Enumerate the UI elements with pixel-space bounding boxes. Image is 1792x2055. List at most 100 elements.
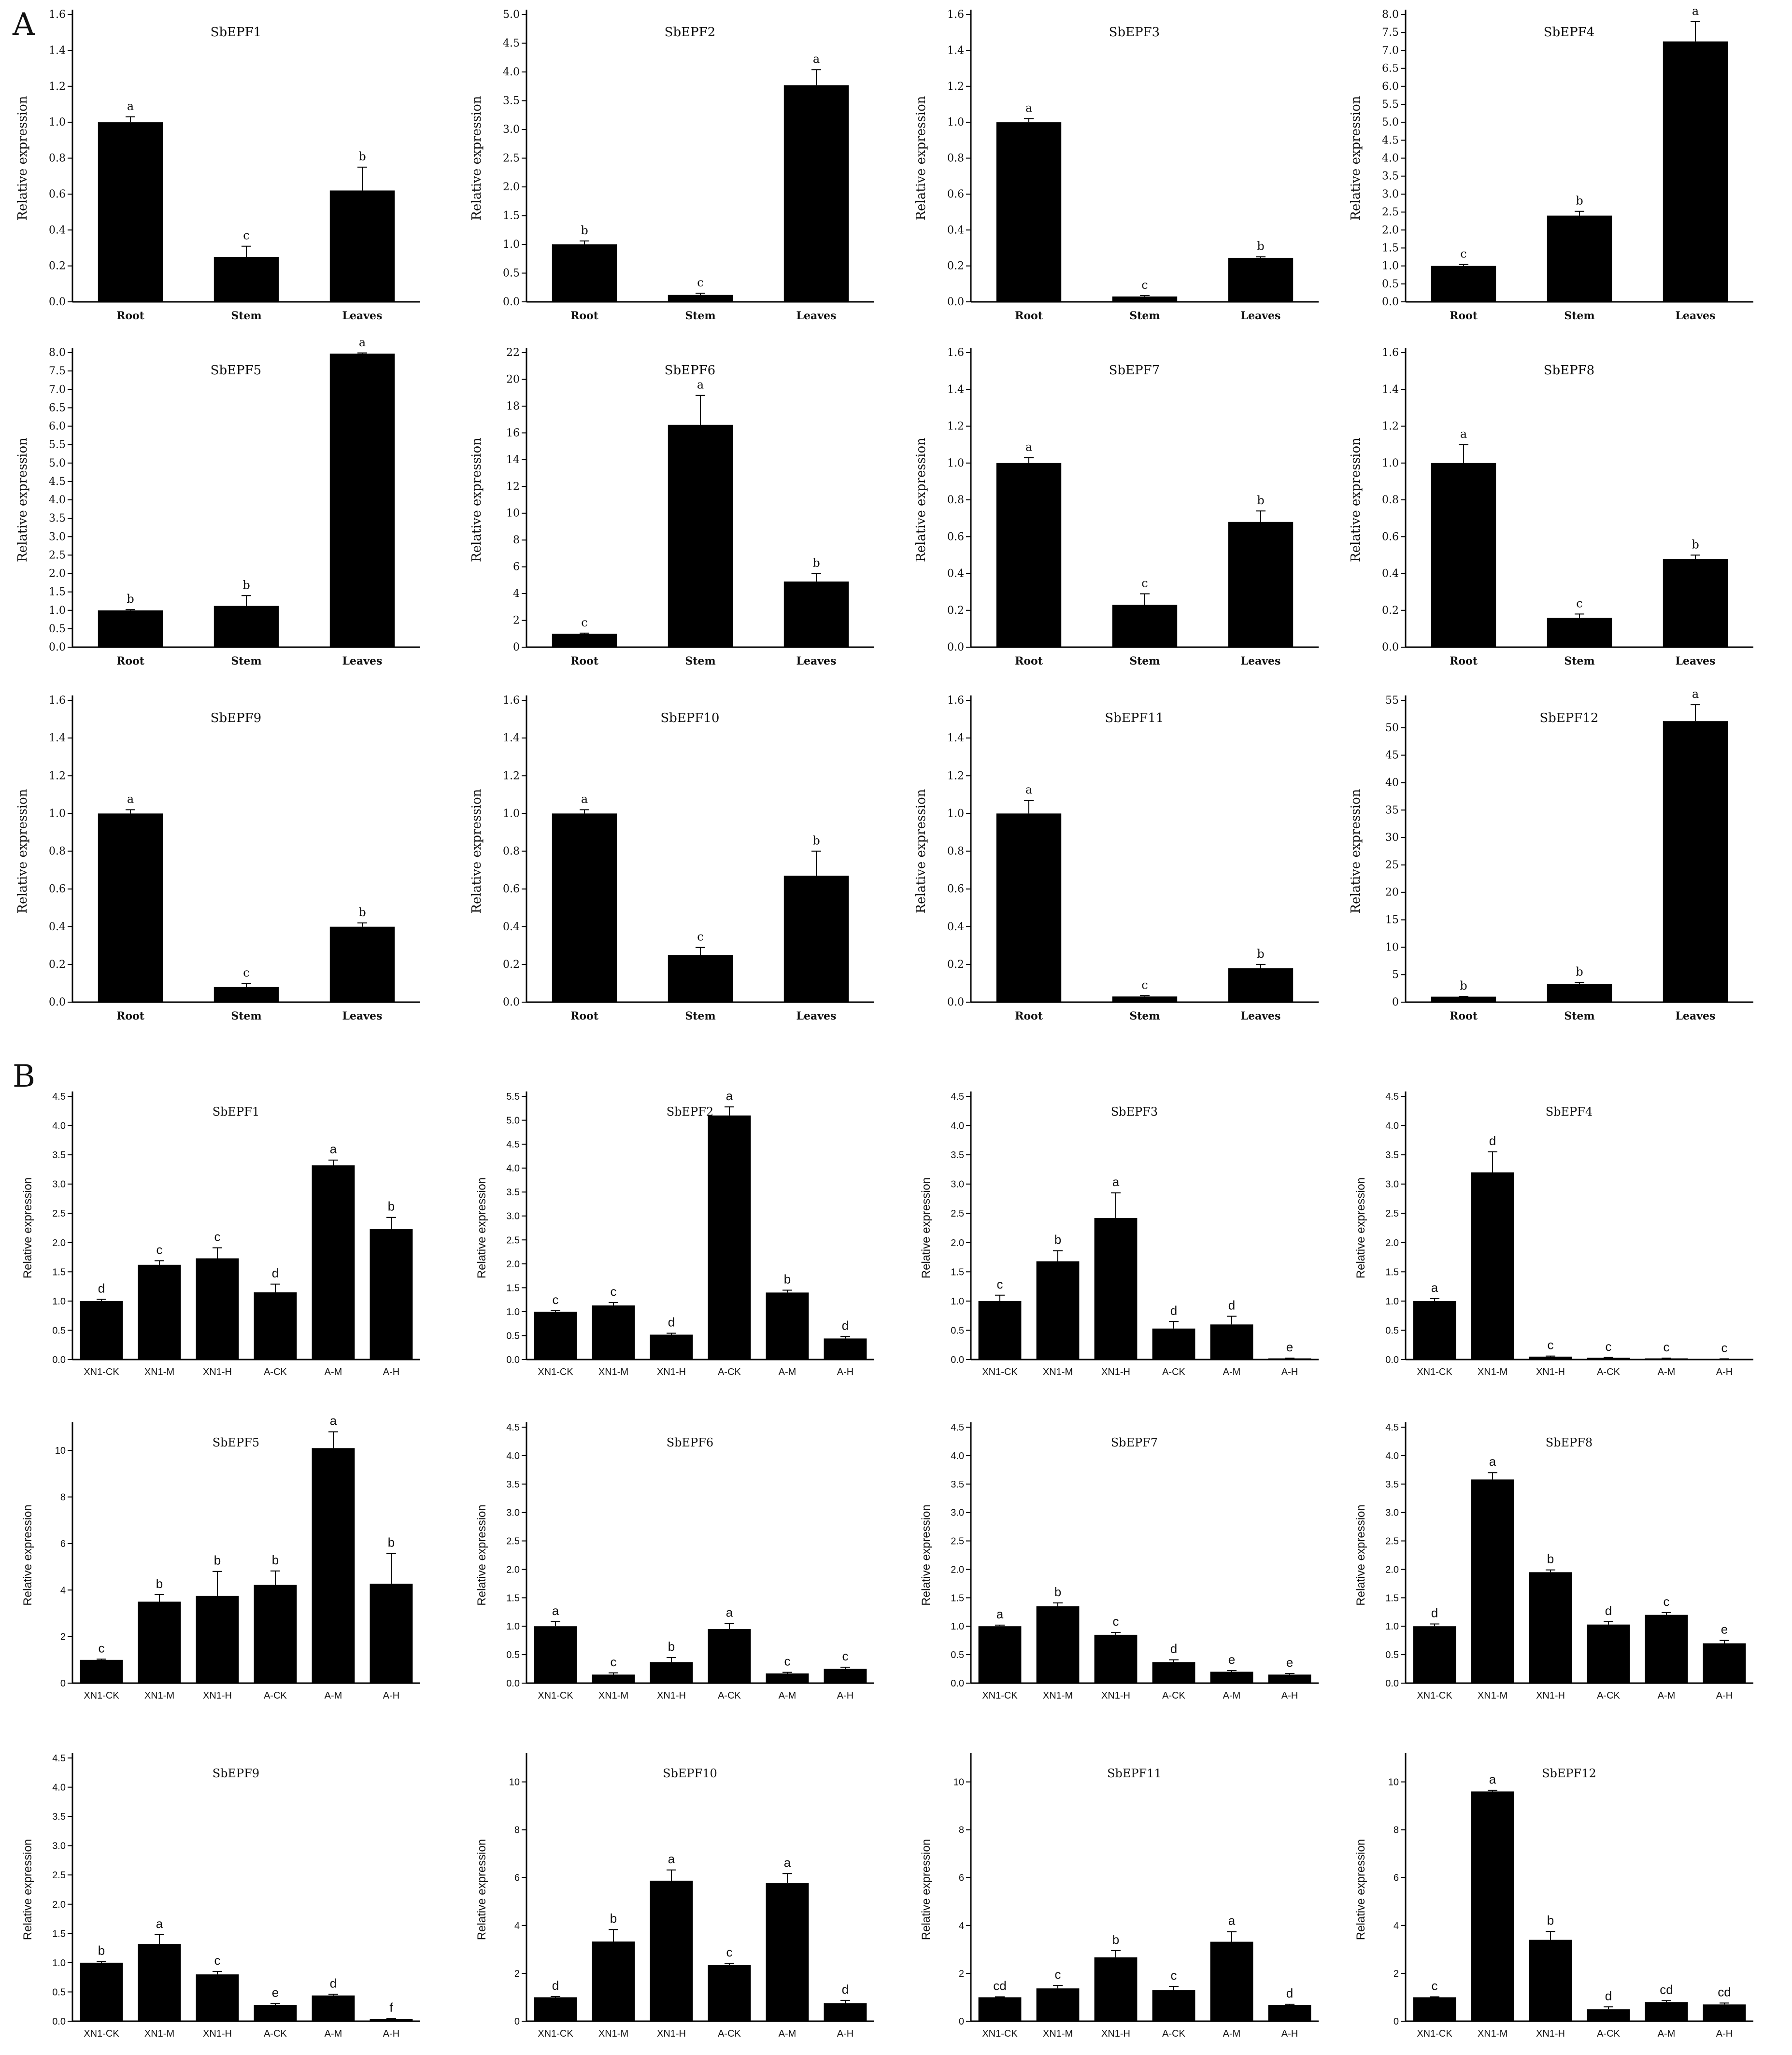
y-tick-label: 8 <box>514 1825 520 1836</box>
x-tick-label: A-CK <box>1597 1690 1620 1701</box>
y-tick-label: 1.0 <box>49 605 66 617</box>
significance-label: b <box>1576 965 1583 978</box>
bar <box>1529 1356 1572 1360</box>
chart-title: SbEPF4 <box>1544 25 1595 40</box>
significance-label: c <box>784 1654 791 1669</box>
significance-label: b <box>1460 979 1467 992</box>
bar <box>80 1301 123 1360</box>
significance-label: b <box>242 578 250 592</box>
bar <box>592 1305 635 1360</box>
y-tick-label: 6 <box>959 1873 964 1884</box>
significance-label: c <box>553 1292 559 1307</box>
y-tick-label: 4.0 <box>951 1121 964 1132</box>
bar <box>370 2019 413 2021</box>
x-tick-label: A-M <box>779 1690 796 1701</box>
y-tick-label: 0.5 <box>1385 1325 1399 1336</box>
y-tick-label: 1.0 <box>947 457 964 469</box>
y-tick-label: 0.0 <box>506 1355 520 1365</box>
y-tick-label: 1.6 <box>503 694 520 707</box>
significance-label: c <box>726 1945 733 1959</box>
x-tick-label: A-CK <box>264 2028 287 2039</box>
y-tick-label: 3.0 <box>503 124 520 136</box>
y-tick-label: 40 <box>1385 777 1399 789</box>
x-tick-label: XN1-M <box>1043 1367 1073 1377</box>
significance-label: d <box>1228 1298 1235 1312</box>
chart-a-sbepf2: 0.0 0.5 1.0 1.5 2.0 2.5 3.0 3.5 4.0 4.5 5.0 Relativ… <box>469 9 874 322</box>
y-tick-label: 0 <box>1392 996 1399 1008</box>
bar <box>312 1995 355 2021</box>
significance-label: c <box>1460 247 1466 261</box>
y-tick-label: 1.2 <box>49 81 66 93</box>
y-tick-label: 0 <box>1394 2016 1399 2027</box>
bar <box>1471 1479 1514 1683</box>
significance-label: a <box>1489 1772 1496 1786</box>
bar <box>978 1997 1022 2021</box>
y-tick-label: 1.4 <box>49 44 66 57</box>
y-tick-label: 0.5 <box>503 268 520 280</box>
y-tick-label: 4.5 <box>52 1753 66 1764</box>
x-tick-label: A-CK <box>1162 1367 1185 1377</box>
y-tick-label: 3.5 <box>1385 1479 1399 1490</box>
x-tick-label: A-M <box>325 1690 342 1701</box>
chart-title: SbEPF2 <box>667 1105 713 1119</box>
y-tick-label: 0.4 <box>49 921 66 933</box>
y-tick-label: 4 <box>60 1585 66 1596</box>
y-tick-label: 22 <box>506 347 520 359</box>
chart-title: SbEPF9 <box>211 711 262 725</box>
bar <box>978 1626 1022 1683</box>
significance-label: c <box>1141 278 1148 292</box>
bar <box>534 1626 577 1683</box>
significance-label: a <box>552 1603 559 1618</box>
y-axis-title: Relative expression <box>469 96 484 220</box>
bar <box>708 1965 751 2021</box>
significance-label: a <box>668 1852 675 1866</box>
y-tick-label: 0.0 <box>506 1678 520 1689</box>
y-tick-label: 0.2 <box>947 605 964 617</box>
x-tick-label: XN1-M <box>144 1690 174 1701</box>
significance-label: c <box>611 1284 617 1299</box>
bar <box>783 876 849 1002</box>
y-tick-label: 4.0 <box>506 1451 520 1461</box>
bar <box>1663 559 1728 647</box>
y-axis-title: Relative expression <box>1349 96 1363 220</box>
x-tick-label: A-H <box>1281 1690 1298 1701</box>
y-tick-label: 1.0 <box>506 1621 520 1632</box>
y-tick-label: 0.0 <box>947 996 964 1008</box>
y-tick-label: 7.5 <box>1382 27 1399 39</box>
bar <box>1094 1634 1138 1683</box>
y-tick-label: 8 <box>959 1825 964 1836</box>
y-tick-label: 4.0 <box>503 66 520 78</box>
significance-label: d <box>1286 1986 1293 2000</box>
bar <box>312 1165 355 1360</box>
bar <box>1529 1572 1572 1683</box>
significance-label: b <box>1692 538 1699 551</box>
y-axis-title: Relative expression <box>1354 1839 1367 1940</box>
bar <box>254 1585 297 1683</box>
y-tick-label: 2.5 <box>52 1870 66 1881</box>
bar <box>1268 2005 1311 2021</box>
chart-a-sbepf4: 0.0 0.5 1.0 1.5 2.0 2.5 3.0 3.5 4.0 4.5 5.0 5.5 6.0 6… <box>1349 4 1753 322</box>
y-tick-label: 0.4 <box>1382 568 1399 580</box>
y-tick-label: 0.6 <box>503 883 520 895</box>
bar <box>1094 1218 1138 1360</box>
bar <box>1431 463 1496 647</box>
x-tick-label: A-H <box>837 2028 853 2039</box>
x-tick-label: Stem <box>231 310 261 322</box>
significance-label: a <box>813 52 820 66</box>
chart-title: SbEPF7 <box>1109 363 1160 378</box>
y-tick-label: 2.5 <box>49 549 66 561</box>
chart-title: SbEPF3 <box>1111 1105 1158 1119</box>
y-axis-title: Relative expression <box>21 1177 34 1278</box>
y-tick-label: 0.4 <box>503 921 520 933</box>
x-tick-label: XN1-CK <box>538 1690 573 1701</box>
y-tick-label: 8.0 <box>1382 9 1399 21</box>
x-tick-label: A-H <box>1716 1690 1733 1701</box>
y-tick-label: 1.2 <box>947 421 964 433</box>
x-tick-label: Stem <box>685 655 715 667</box>
bar <box>1210 1672 1253 1683</box>
x-tick-label: Root <box>1015 310 1043 322</box>
x-tick-label: A-CK <box>718 1690 741 1701</box>
x-tick-label: Root <box>116 1010 145 1022</box>
chart-a-sbepf9: 0.0 0.2 0.4 0.6 0.8 1.0 1.2 1.4 1.6 Relative expr… <box>15 694 420 1022</box>
y-tick-label: 6 <box>513 561 520 573</box>
